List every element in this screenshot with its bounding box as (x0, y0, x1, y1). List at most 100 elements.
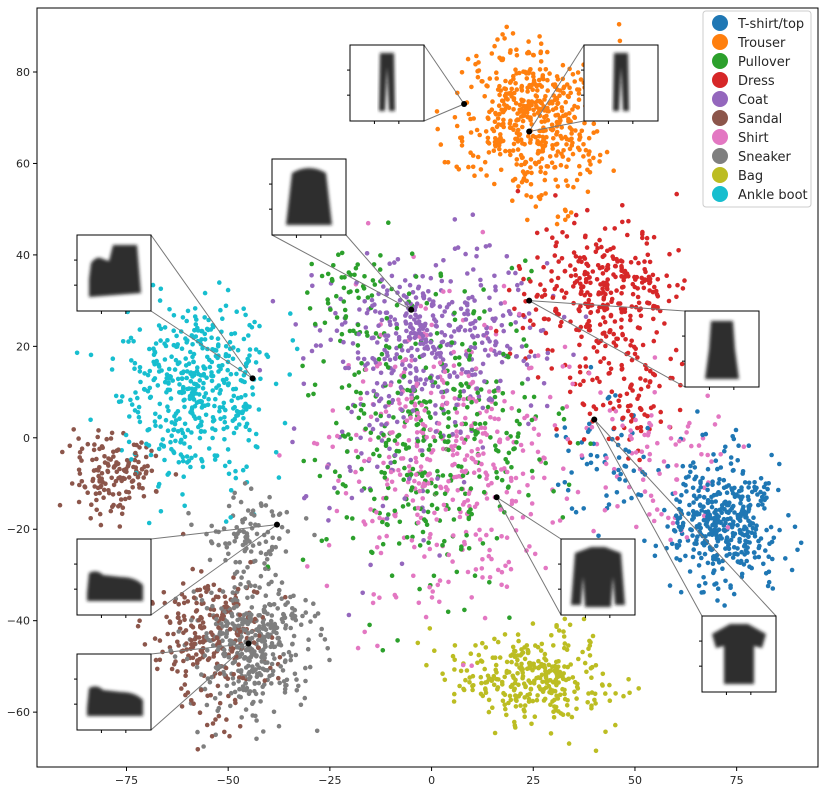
point-pullover (441, 473, 446, 478)
point-ankle-boot (247, 323, 252, 328)
point-sandal (195, 661, 200, 666)
point-ankle-boot (203, 337, 208, 342)
point-trouser (529, 195, 534, 200)
point-shirt (472, 470, 477, 475)
point-trouser (577, 164, 582, 169)
point-coat (499, 301, 504, 306)
point-trouser (550, 146, 555, 151)
point-trouser (486, 140, 491, 145)
point-ankle-boot (236, 348, 241, 353)
point-dress (625, 233, 630, 238)
point-pullover (345, 449, 350, 454)
point-pullover (421, 438, 426, 443)
point-dress (588, 311, 593, 316)
point-sneaker (299, 622, 304, 627)
point-sandal (96, 428, 101, 433)
point-sandal (207, 656, 212, 661)
point-sneaker (246, 580, 251, 585)
point-sandal (144, 469, 149, 474)
point-shirt (305, 564, 310, 569)
point-ankle-boot (239, 378, 244, 383)
point-pullover (438, 344, 443, 349)
point-t-shirt-top (747, 507, 752, 512)
point-ankle-boot (158, 402, 163, 407)
point-coat (402, 496, 407, 501)
point-dress (595, 349, 600, 354)
point-coat (545, 404, 550, 409)
point-trouser (514, 123, 519, 128)
point-coat (431, 384, 436, 389)
point-sneaker (293, 614, 298, 619)
point-shirt (485, 496, 490, 501)
point-shirt (484, 409, 489, 414)
point-trouser (435, 109, 440, 114)
point-shirt (462, 440, 467, 445)
point-ankle-boot (166, 428, 171, 433)
point-coat (401, 415, 406, 420)
point-pullover (352, 372, 357, 377)
point-shirt (653, 355, 658, 360)
point-sandal (78, 471, 83, 476)
point-pullover (375, 447, 380, 452)
point-pullover (308, 306, 313, 311)
point-t-shirt-top (729, 461, 734, 466)
point-dress (553, 193, 558, 198)
y-tick-label: −20 (7, 523, 30, 536)
point-coat (527, 311, 532, 316)
point-t-shirt-top (738, 501, 743, 506)
point-pullover (481, 541, 486, 546)
point-t-shirt-top (714, 458, 719, 463)
point-sandal (137, 618, 142, 623)
point-trouser (516, 184, 521, 189)
point-trouser (556, 214, 561, 219)
point-sneaker (195, 665, 200, 670)
point-dress (648, 369, 653, 374)
point-dress (623, 337, 628, 342)
point-sandal (209, 630, 214, 635)
point-shirt (509, 476, 514, 481)
point-dress (645, 241, 650, 246)
point-dress (535, 231, 540, 236)
point-pullover (495, 476, 500, 481)
point-coat (414, 332, 419, 337)
point-trouser (549, 99, 554, 104)
point-ankle-boot (227, 472, 232, 477)
point-ankle-boot (295, 347, 300, 352)
point-t-shirt-top (708, 547, 713, 552)
point-sandal (224, 717, 229, 722)
point-t-shirt-top (790, 568, 795, 573)
point-sneaker (233, 572, 238, 577)
point-t-shirt-top (756, 539, 761, 544)
point-shirt (368, 507, 373, 512)
point-t-shirt-top (691, 500, 696, 505)
point-coat (473, 326, 478, 331)
point-coat (470, 373, 475, 378)
point-t-shirt-top (672, 528, 677, 533)
point-trouser (611, 168, 616, 173)
point-sneaker (260, 659, 265, 664)
point-pullover (494, 379, 499, 384)
point-sneaker (205, 606, 210, 611)
point-coat (365, 391, 370, 396)
point-pullover (427, 447, 432, 452)
point-t-shirt-top (712, 568, 717, 573)
point-bag (540, 688, 545, 693)
point-coat (521, 359, 526, 364)
point-shirt (475, 447, 480, 452)
point-pullover (318, 474, 323, 479)
point-coat (420, 387, 425, 392)
point-sneaker (266, 635, 271, 640)
point-coat (464, 352, 469, 357)
point-dress (573, 273, 578, 278)
point-sneaker (280, 525, 285, 530)
point-ankle-boot (248, 347, 253, 352)
point-shirt (530, 475, 535, 480)
annotation-point (274, 522, 280, 528)
point-pullover (424, 400, 429, 405)
point-sneaker (273, 573, 278, 578)
point-dress (553, 307, 558, 312)
point-sandal (77, 468, 82, 473)
point-shirt (398, 472, 403, 477)
point-shirt (410, 538, 415, 543)
point-sneaker (277, 588, 282, 593)
